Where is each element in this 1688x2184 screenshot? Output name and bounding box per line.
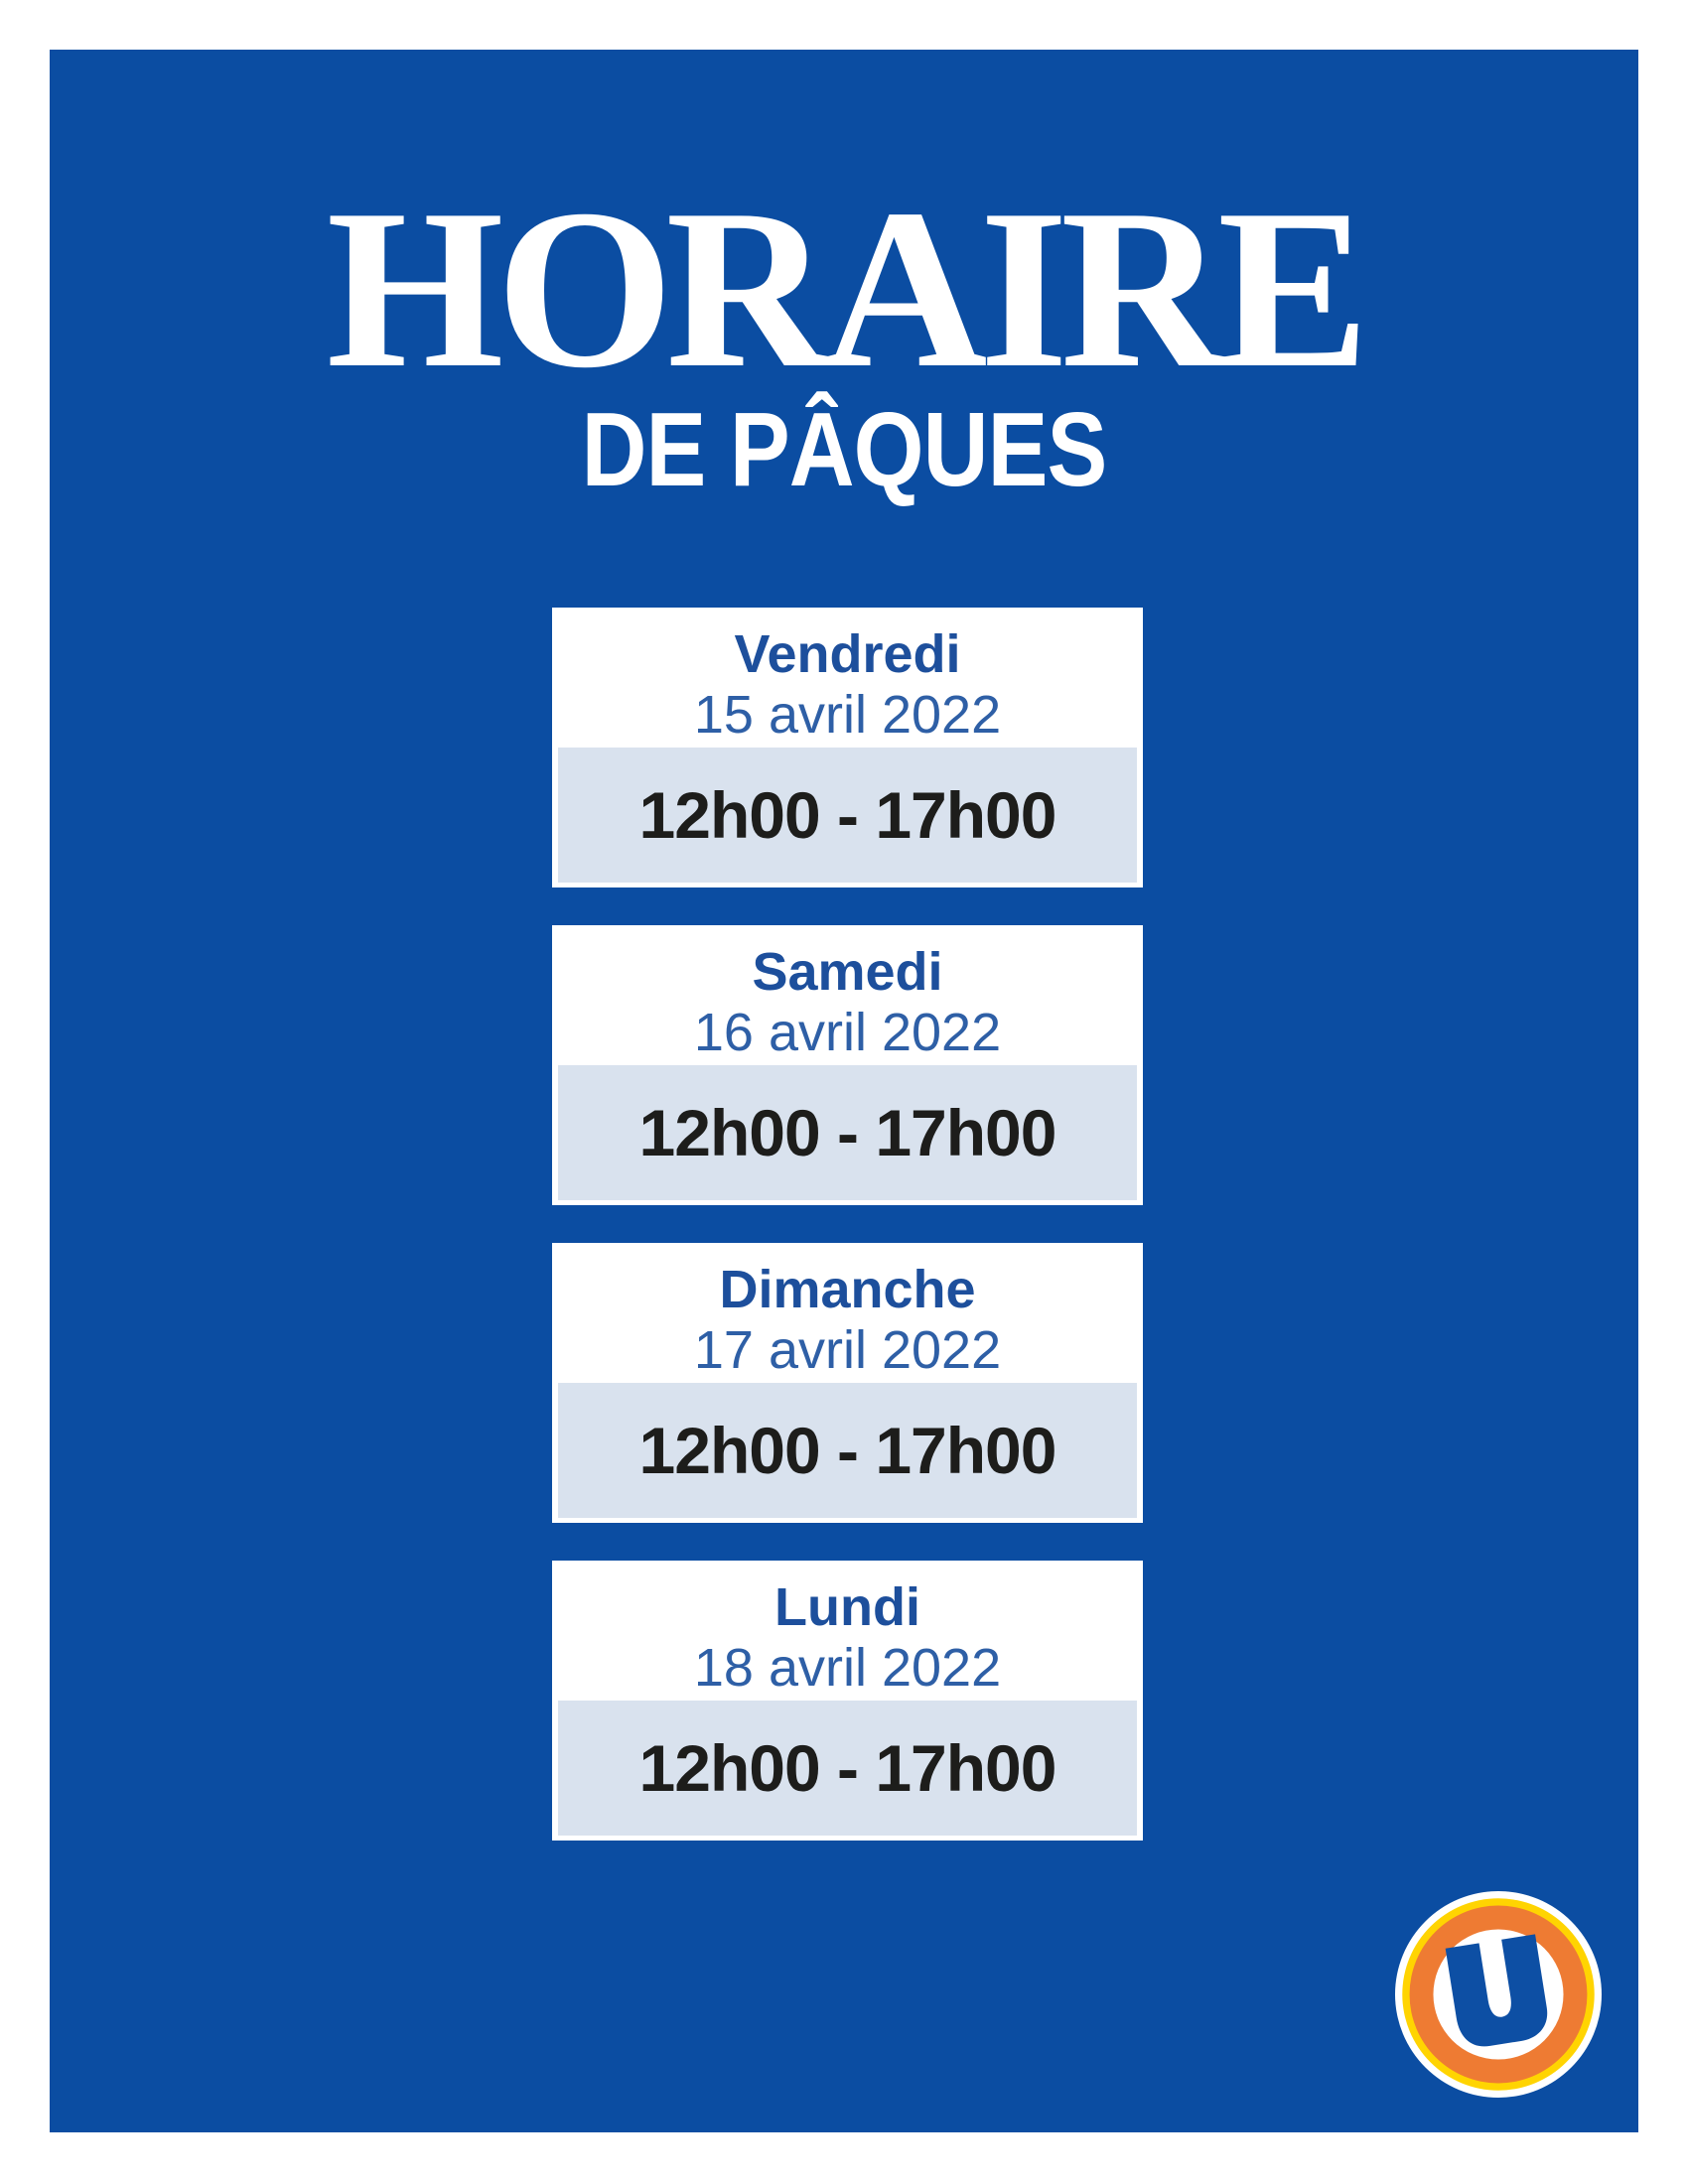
hours-label: 12h00 - 17h00 bbox=[558, 1383, 1137, 1518]
date-label: 18 avril 2022 bbox=[693, 1638, 1002, 1698]
date-label: 15 avril 2022 bbox=[693, 685, 1002, 745]
schedule-card-lundi: Lundi 18 avril 2022 12h00 - 17h00 bbox=[552, 1561, 1143, 1841]
day-label: Samedi bbox=[752, 942, 943, 1002]
poster-title: HORAIRE bbox=[326, 162, 1370, 415]
schedule-card-vendredi: Vendredi 15 avril 2022 12h00 - 17h00 bbox=[552, 608, 1143, 887]
u-logo-icon bbox=[1395, 1891, 1602, 2098]
hours-label: 12h00 - 17h00 bbox=[558, 748, 1137, 883]
date-label: 17 avril 2022 bbox=[693, 1320, 1002, 1380]
day-label: Lundi bbox=[774, 1577, 920, 1637]
hours-label: 12h00 - 17h00 bbox=[558, 1701, 1137, 1836]
hours-label: 12h00 - 17h00 bbox=[558, 1065, 1137, 1200]
u-letter-glyph bbox=[1445, 1934, 1548, 2047]
poster-subtitle: DE PÂQUES bbox=[581, 391, 1108, 508]
poster-background: HORAIRE DE PÂQUES Vendredi 15 avril 2022… bbox=[50, 50, 1638, 2132]
date-label: 16 avril 2022 bbox=[693, 1003, 1002, 1062]
schedule-card-samedi: Samedi 16 avril 2022 12h00 - 17h00 bbox=[552, 925, 1143, 1205]
u-brand-logo bbox=[1395, 1891, 1602, 2098]
day-label: Vendredi bbox=[734, 624, 961, 684]
schedule-list: Vendredi 15 avril 2022 12h00 - 17h00 Sam… bbox=[552, 608, 1143, 1878]
schedule-card-dimanche: Dimanche 17 avril 2022 12h00 - 17h00 bbox=[552, 1243, 1143, 1523]
day-label: Dimanche bbox=[719, 1260, 976, 1319]
